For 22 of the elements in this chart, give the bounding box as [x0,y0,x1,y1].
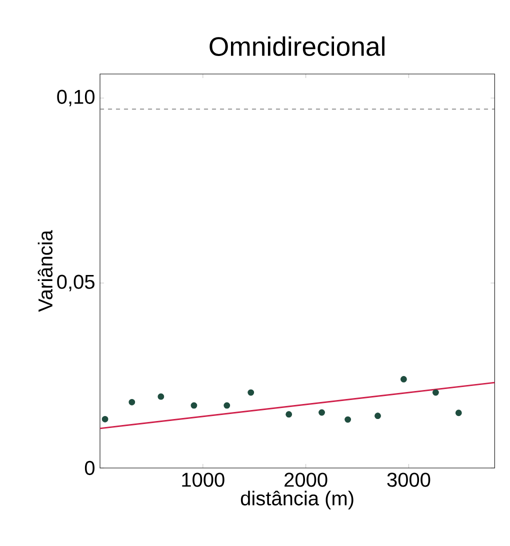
point [374,412,381,420]
point [432,389,439,396]
point [158,393,164,400]
y-tick-label: 0,10 [57,90,94,106]
point [286,411,292,418]
point [102,416,108,422]
point [224,402,230,409]
chart-title: Omnidirecional [210,36,384,56]
point [128,398,136,406]
point [400,376,407,382]
y-tick-label: 0,05 [57,274,94,292]
point [190,402,198,409]
point [455,410,462,416]
x-axis-title: distância (m) [240,490,354,510]
point [248,389,254,396]
y-tick-label: 0 [84,460,94,476]
x-tick-label: 2000 [284,472,328,487]
x-tick-label: 1000 [182,472,224,487]
y-axis-title: Variância [38,230,53,312]
point [318,409,325,416]
x-tick-label: 3000 [387,472,430,487]
point [344,416,352,423]
